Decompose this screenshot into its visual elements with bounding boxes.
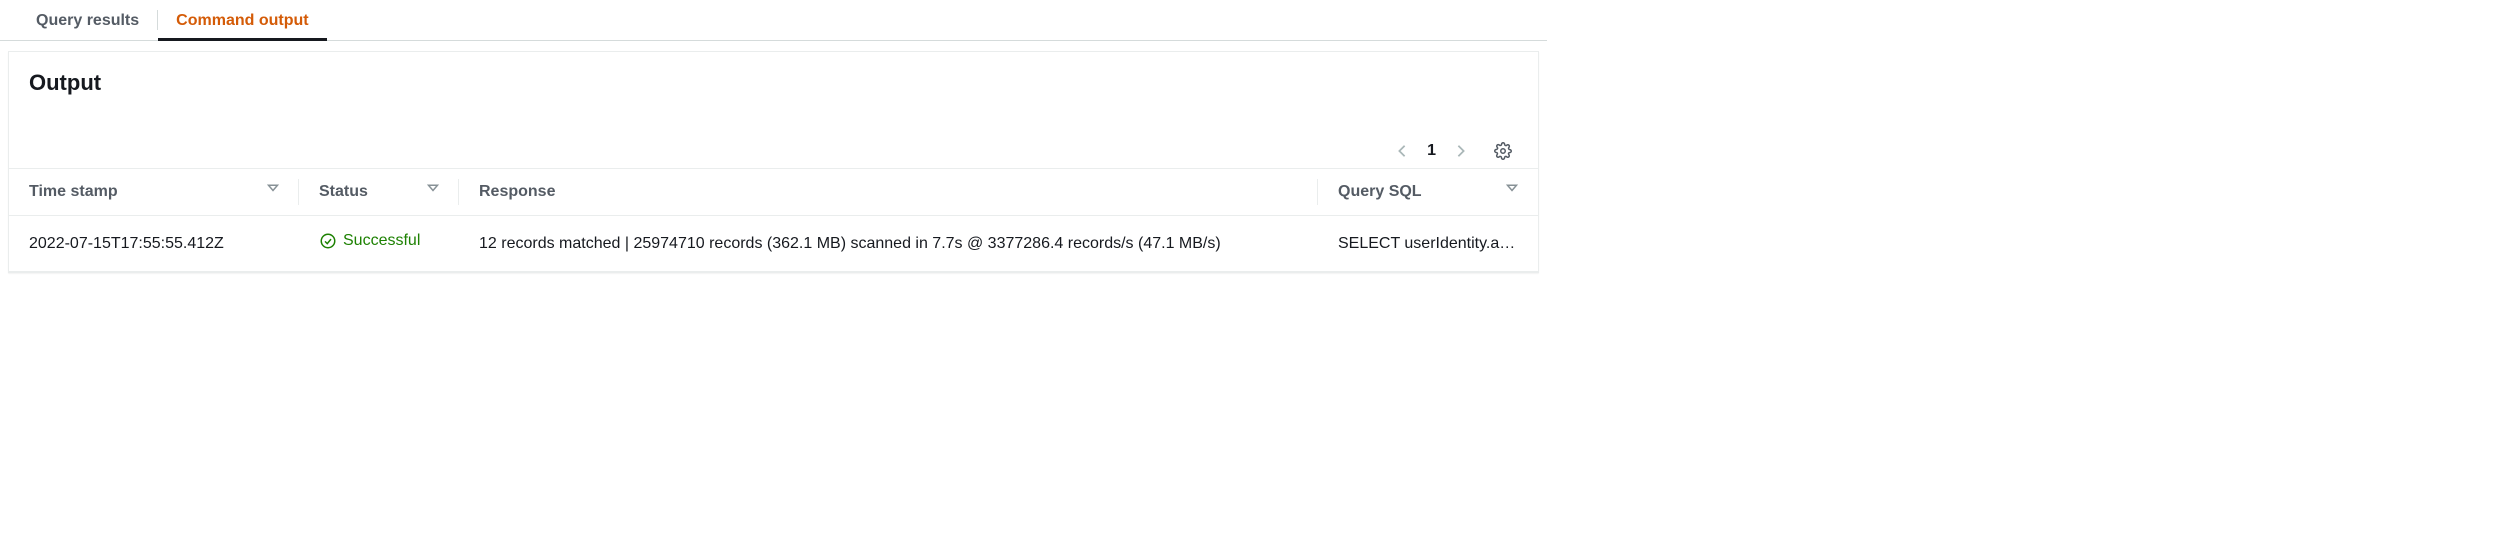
cell-status: Successful [299,216,459,272]
page-number: 1 [1427,142,1436,160]
cell-query-sql: SELECT userIdentity.acc… [1318,216,1538,272]
table-row[interactable]: 2022-07-15T17:55:55.412Z Successful 12 r… [9,216,1538,272]
next-page-button[interactable] [1454,144,1468,158]
status-badge: Successful [319,232,420,250]
output-panel: Output 1 [8,51,1539,273]
col-header-label: Time stamp [29,183,118,200]
table-header-row: Time stamp Status Response [9,169,1538,216]
prev-page-button[interactable] [1395,144,1409,158]
pagination: 1 [29,108,1518,168]
status-text: Successful [343,232,420,250]
filter-icon[interactable] [267,183,279,195]
chevron-right-icon [1454,144,1468,158]
output-table: Time stamp Status Response [9,168,1538,272]
chevron-left-icon [1395,144,1409,158]
cell-response: 12 records matched | 25974710 records (3… [459,216,1318,272]
tab-command-output[interactable]: Command output [158,0,326,40]
check-circle-icon [319,232,337,250]
gear-icon [1494,142,1512,160]
col-header-status[interactable]: Status [299,169,459,216]
tab-label: Query results [36,12,139,29]
settings-button[interactable] [1494,142,1512,160]
col-header-timestamp[interactable]: Time stamp [9,169,299,216]
tabs: Query results Command output [0,0,1547,41]
tab-query-results[interactable]: Query results [18,0,157,40]
tab-label: Command output [176,12,308,29]
command-output-panel: Query results Command output Output 1 [0,0,1547,273]
col-header-label: Response [479,183,555,200]
panel-header: Output 1 [9,52,1538,168]
cell-timestamp: 2022-07-15T17:55:55.412Z [9,216,299,272]
col-header-label: Query SQL [1338,183,1422,200]
filter-icon[interactable] [1506,183,1518,195]
col-header-response[interactable]: Response [459,169,1318,216]
col-header-query-sql[interactable]: Query SQL [1318,169,1538,216]
panel-title: Output [29,70,101,96]
filter-icon[interactable] [427,183,439,195]
col-header-label: Status [319,183,368,200]
